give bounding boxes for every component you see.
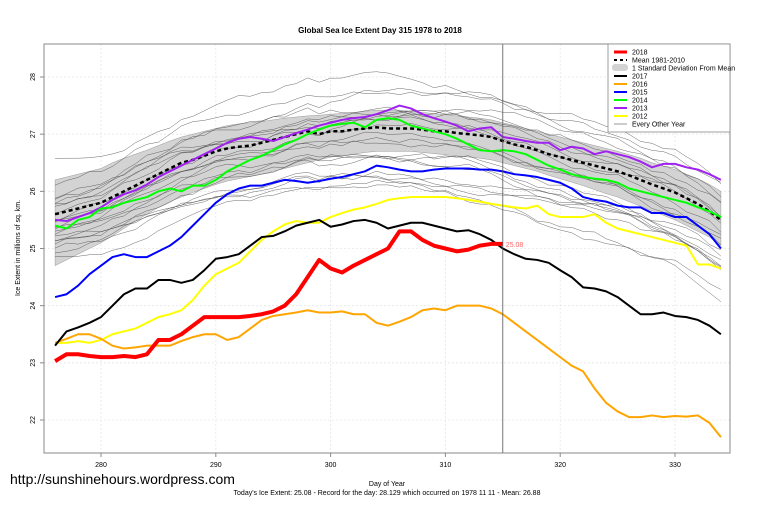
series-line-2018 [54,229,503,363]
y-tick-label: 28 [30,73,37,81]
other-year-line [54,131,722,235]
x-tick-label: 290 [210,462,222,469]
other-year-line [55,71,722,183]
x-tick-label: 300 [325,462,337,469]
y-axis-label: Ice Extent in millions of sq. km. [15,200,22,296]
legend-label: 2014 [632,98,648,105]
series-line-2012 [55,196,722,344]
other-year-line [54,154,722,260]
series-line-2017 [54,218,722,347]
legend-label: 2013 [632,106,648,113]
x-tick-label: 310 [440,462,452,469]
y-axis: 22 23 24 25 26 27 28 [30,73,44,424]
other-year-line [55,114,722,217]
other-year-line [55,172,722,251]
other-year-line [54,107,722,200]
series-line-2016 [54,304,722,438]
series-line-2013 [54,104,722,223]
y-tick-label: 24 [30,302,37,310]
mean-line [54,126,722,221]
other-year-line [55,154,722,267]
y-tick-label: 25 [30,245,37,253]
legend-label: 2018 [632,50,648,57]
x-axis-label: Day of Year [369,481,406,488]
chart-title: Global Sea Ice Extent Day 315 1978 to 20… [298,26,462,35]
legend-label: Mean 1981-2010 [632,58,685,65]
x-axis: 280 290 300 310 320 330 [95,453,681,469]
legend-label: 1 Standard Deviation From Mean [632,66,735,73]
legend-box [607,43,731,133]
series-line-2014 [54,117,722,230]
other-year-line [55,153,722,267]
other-year-line [54,155,722,271]
chart-subtitle: Today's Ice Extent: 25.08 - Record for t… [234,490,541,497]
x-tick-label: 330 [669,462,681,469]
y-tick-label: 27 [30,130,37,138]
y-tick-label: 22 [30,416,37,424]
legend-label: 2015 [632,90,648,97]
other-year-line [54,123,722,233]
y-tick-label: 23 [30,359,37,367]
series-lines [54,104,722,438]
legend-label: Every Other Year [632,122,686,129]
x-tick-label: 280 [95,462,107,469]
other-year-line [54,170,722,268]
x-tick-label: 320 [554,462,566,469]
legend-label: 2017 [632,74,648,81]
other-years-lines [54,71,722,302]
y-tick-label: 26 [30,187,37,195]
other-year-line [55,184,722,290]
legend-label: 2012 [632,114,648,121]
series-line-2015 [54,164,722,299]
other-year-line [54,106,722,218]
legend-swatch [612,64,628,71]
legend-label: 2016 [632,82,648,89]
other-year-line [54,179,722,302]
other-year-line [54,91,722,203]
other-year-line [55,140,722,246]
current-value-label: 25.08 [506,242,524,249]
watermark-url: http://sunshinehours.wordpress.com [10,471,235,487]
other-year-line [55,137,722,239]
